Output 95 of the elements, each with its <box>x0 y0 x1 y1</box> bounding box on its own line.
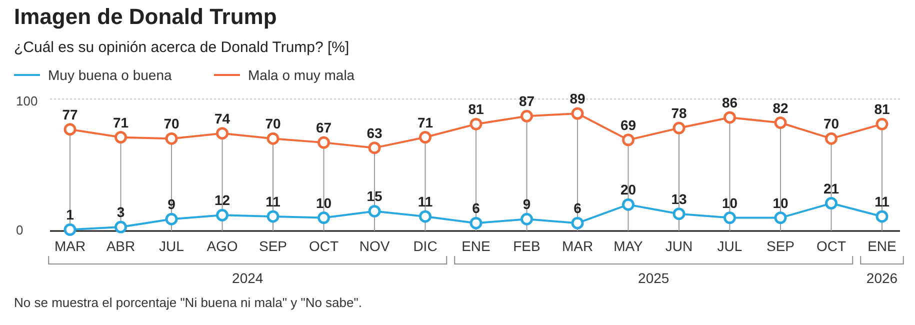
chart-subtitle: ¿Cuál es su opinión acerca de Donald Trump? [%] <box>14 39 350 56</box>
point <box>876 210 888 223</box>
point <box>64 223 76 236</box>
y-tick-label: 0 <box>16 222 24 238</box>
point <box>470 118 482 130</box>
point <box>419 210 432 223</box>
data-label: 20 <box>620 182 636 198</box>
point <box>318 212 330 224</box>
data-label: 87 <box>518 93 535 110</box>
point <box>368 142 381 154</box>
point <box>622 134 634 146</box>
data-label: 70 <box>265 116 281 132</box>
x-tick-label: SEP <box>766 238 795 254</box>
data-label: 12 <box>214 192 230 208</box>
point <box>520 212 533 226</box>
data-label: 15 <box>366 188 382 204</box>
data-label: 9 <box>168 196 176 212</box>
point <box>672 208 686 220</box>
x-tick-label: JUL <box>717 238 742 254</box>
x-tick-label: DIC <box>413 238 438 254</box>
data-label: 82 <box>772 100 788 116</box>
data-label: 6 <box>574 200 582 216</box>
legend-label: Muy buena o buena <box>48 67 172 83</box>
data-label: 74 <box>214 110 230 126</box>
text: No se muestra el porcentaje "Ni buena ni mala" y "No sabe". <box>14 295 362 310</box>
point <box>571 216 584 230</box>
data-label: 69 <box>620 116 636 133</box>
x-tick-label: FEB <box>513 238 540 254</box>
point <box>216 127 228 140</box>
point <box>165 132 178 145</box>
data-label: 67 <box>316 120 332 136</box>
x-tick-label: JUN <box>665 238 693 254</box>
data-label: 70 <box>823 116 840 132</box>
data-label: 86 <box>722 94 738 110</box>
x-tick-label: ENE <box>868 238 896 254</box>
data-label: 6 <box>472 200 480 216</box>
legend-label: Mala o muy mala <box>248 67 355 83</box>
point <box>64 123 76 136</box>
data-label: 71 <box>112 114 129 130</box>
point <box>165 212 178 226</box>
point <box>571 107 584 120</box>
data-label: 11 <box>418 193 433 210</box>
point <box>114 131 127 144</box>
point <box>114 220 127 234</box>
x-tick-label: OCT <box>308 238 339 254</box>
data-label: 1 <box>66 206 74 223</box>
data-label: 71 <box>417 114 434 130</box>
data-label: 9 <box>522 196 531 212</box>
point <box>318 136 330 149</box>
x-tick-label: MAY <box>614 238 644 254</box>
data-label: 11 <box>266 193 281 210</box>
text: 2026 <box>866 270 898 286</box>
data-label: 63 <box>366 124 382 141</box>
data-label: 10 <box>722 194 738 211</box>
data-label: 78 <box>671 105 687 122</box>
point <box>622 198 634 211</box>
point <box>724 111 736 124</box>
data-label: 3 <box>116 204 125 220</box>
data-label: 10 <box>316 194 332 211</box>
point <box>876 118 888 130</box>
data-label: 11 <box>874 193 890 210</box>
point <box>724 212 736 224</box>
x-tick-label: ABR <box>106 238 136 254</box>
x-tick-label: MAR <box>54 238 86 254</box>
point <box>266 210 280 223</box>
data-label: 81 <box>468 101 484 118</box>
x-tick-label: ENE <box>462 238 490 254</box>
data-label: 81 <box>874 101 890 118</box>
y-tick-label: 100 <box>16 93 38 108</box>
point <box>266 132 280 145</box>
data-label: 13 <box>671 190 687 207</box>
point <box>774 116 787 130</box>
data-label: 77 <box>62 106 78 122</box>
text: 2024 <box>232 270 264 286</box>
data-label: 89 <box>570 90 586 107</box>
point <box>825 197 838 210</box>
x-tick-label: JUL <box>159 238 184 254</box>
x-tick-label: AGO <box>206 238 238 254</box>
x-tick-label: SEP <box>258 238 288 254</box>
data-label: 10 <box>772 194 788 211</box>
point <box>825 132 838 145</box>
x-tick-label: NOV <box>359 238 390 254</box>
data-label: 21 <box>823 180 840 196</box>
x-tick-label: OCT <box>816 238 846 254</box>
point <box>520 110 533 122</box>
text: 2025 <box>638 270 670 286</box>
point <box>368 204 381 218</box>
chart-title: Imagen de Donald Trump <box>14 4 277 29</box>
x-tick-label: MAR <box>562 238 594 254</box>
point <box>470 216 482 230</box>
point <box>419 131 432 144</box>
data-label: 70 <box>164 116 180 132</box>
point <box>672 122 686 134</box>
point <box>216 208 228 222</box>
point <box>774 212 787 224</box>
